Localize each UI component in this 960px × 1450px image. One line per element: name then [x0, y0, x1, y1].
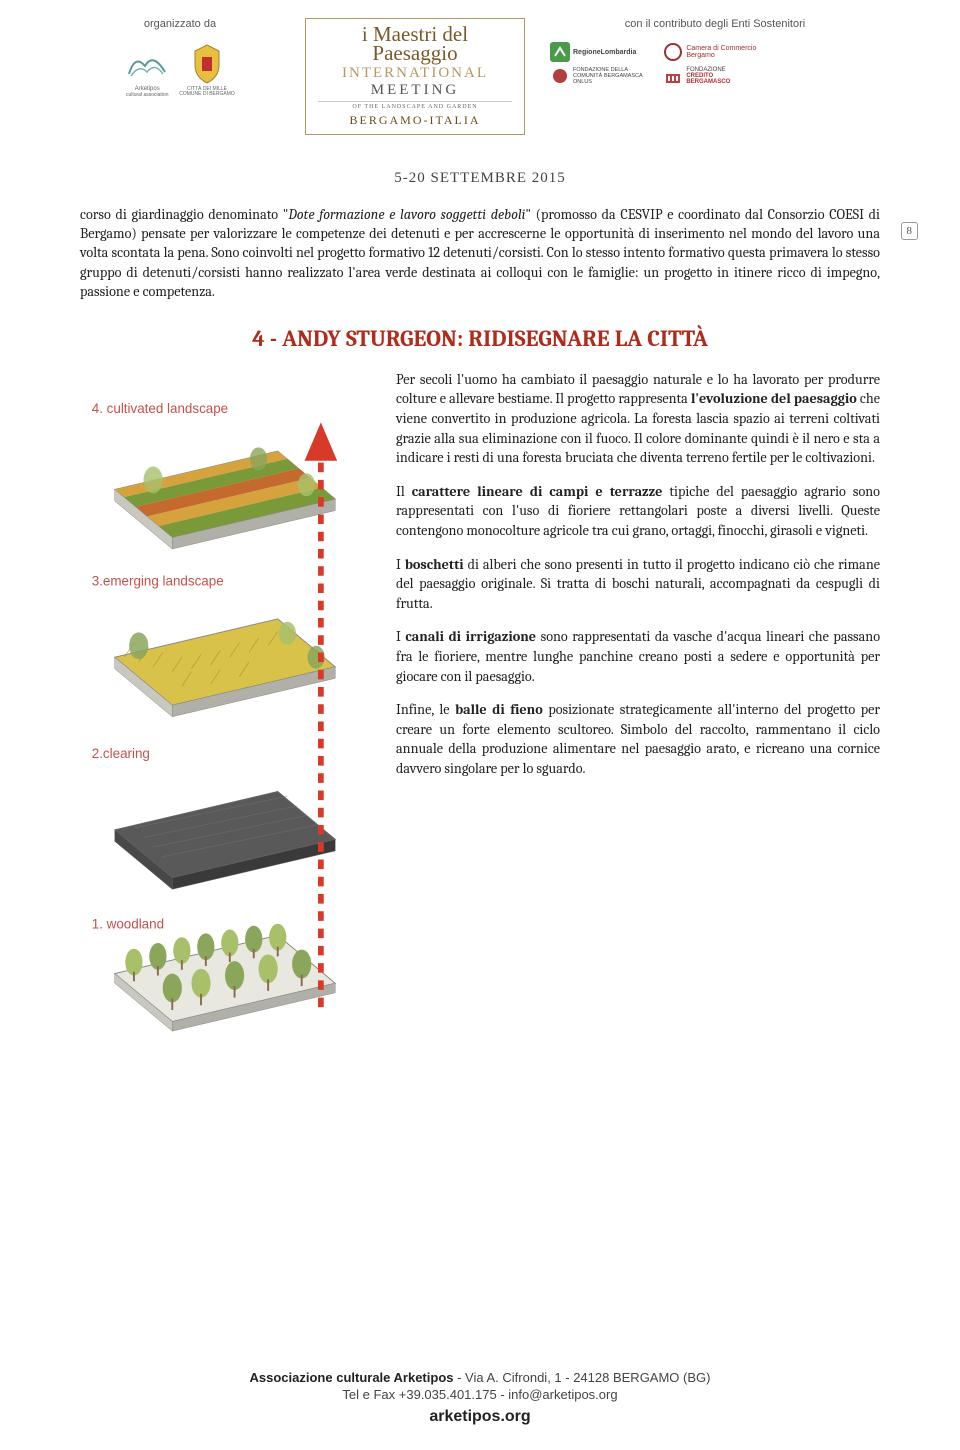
- event-title-box: i Maestri del Paesaggio INTERNATIONAL ME…: [305, 18, 525, 135]
- diagram-label-3: 3.emerging landscape: [92, 573, 224, 588]
- event-meeting: MEETING: [318, 82, 512, 99]
- event-subtitle: OF THE LANDSCAPE AND GARDEN: [318, 101, 512, 110]
- sponsor-fondazione1: FONDAZIONE DELLA COMUNITÀ BERGAMASCA ONL…: [550, 66, 653, 86]
- footer-org-name: Associazione culturale Arketipos: [250, 1370, 454, 1385]
- diagram-label-4: 4. cultivated landscape: [92, 401, 228, 416]
- left-logo-row: Arketipos cultural association CITTÀ DEI…: [125, 42, 235, 98]
- arketipos-logo: Arketipos cultural association: [125, 42, 169, 98]
- arketipos-logo-sub: cultural association: [126, 92, 169, 98]
- landscape-diagram: 4. cultivated landscape 3.emerging lands…: [86, 380, 364, 1040]
- sponsor-regione-label: RegioneLombardia: [573, 49, 636, 56]
- sponsor-fondazione1-label: FONDAZIONE DELLA COMUNITÀ BERGAMASCA ONL…: [573, 67, 653, 85]
- diagram-label-1: 1. woodland: [92, 916, 164, 931]
- sponsor-fondazione2: FONDAZIONECREDITOBERGAMASCO: [663, 66, 766, 86]
- event-city: BERGAMO-ITALIA: [318, 113, 512, 128]
- sponsor-camera: Camera di Commercio Bergamo: [663, 42, 766, 62]
- diagram-column: 4. cultivated landscape 3.emerging lands…: [80, 370, 370, 1055]
- paragraph-4: I canali di irrigazione sono rappresenta…: [396, 627, 880, 686]
- footer-site: arketipos.org: [0, 1408, 960, 1426]
- text-column: Per secoli l'uomo ha cambiato il paesagg…: [396, 370, 880, 793]
- sponsor-grid: RegioneLombardia Camera di Commercio Ber…: [550, 42, 880, 86]
- sponsor-regione: RegioneLombardia: [550, 42, 653, 62]
- footer-contact: Tel e Fax +39.035.401.175 - info@arketip…: [0, 1387, 960, 1402]
- organized-by-block: organizzato da Arketipos cultural associ…: [80, 18, 280, 98]
- paragraph-2: Il carattere lineare di campi e terrazze…: [396, 482, 880, 541]
- sponsors-block: con il contributo degli Enti Sostenitori…: [550, 18, 880, 86]
- bergamo-logo: CITTÀ DEI MILLECOMUNE DI BERGAMO: [179, 43, 235, 98]
- page-number: 8: [901, 222, 919, 240]
- paragraph-5: Infine, le balle di fieno posizionate st…: [396, 700, 880, 778]
- diagram-label-2: 2.clearing: [92, 746, 150, 761]
- event-dates: 5-20 SETTEMBRE 2015: [80, 170, 880, 187]
- bergamo-logo-sub: CITTÀ DEI MILLECOMUNE DI BERGAMO: [179, 87, 235, 98]
- two-column-layout: 4. cultivated landscape 3.emerging lands…: [80, 370, 880, 1055]
- event-title-block: i Maestri del Paesaggio INTERNATIONAL ME…: [300, 18, 530, 135]
- sponsors-label: con il contributo degli Enti Sostenitori: [625, 18, 805, 30]
- event-intl: INTERNATIONAL: [318, 65, 512, 82]
- sponsor-fondazione2-label: FONDAZIONECREDITOBERGAMASCO: [686, 67, 730, 85]
- paragraph-1: Per secoli l'uomo ha cambiato il paesagg…: [396, 370, 880, 468]
- page-footer: Associazione culturale Arketipos - Via A…: [0, 1370, 960, 1426]
- paragraph-3: I boschetti di alberi che sono presenti …: [396, 555, 880, 614]
- event-script-title: i Maestri del Paesaggio: [318, 25, 512, 63]
- footer-address: - Via A. Cifrondi, 1 - 24128 BERGAMO (BG…: [454, 1370, 711, 1385]
- intro-paragraph: corso di giardinaggio denominato "Dote f…: [80, 205, 880, 301]
- section-title: 4 - ANDY STURGEON: RIDISEGNARE LA CITTÀ: [80, 325, 880, 352]
- footer-org-line: Associazione culturale Arketipos - Via A…: [0, 1370, 960, 1385]
- page-header: organizzato da Arketipos cultural associ…: [80, 0, 880, 160]
- sponsor-camera-label: Camera di Commercio Bergamo: [686, 45, 766, 59]
- organized-by-label: organizzato da: [144, 18, 216, 30]
